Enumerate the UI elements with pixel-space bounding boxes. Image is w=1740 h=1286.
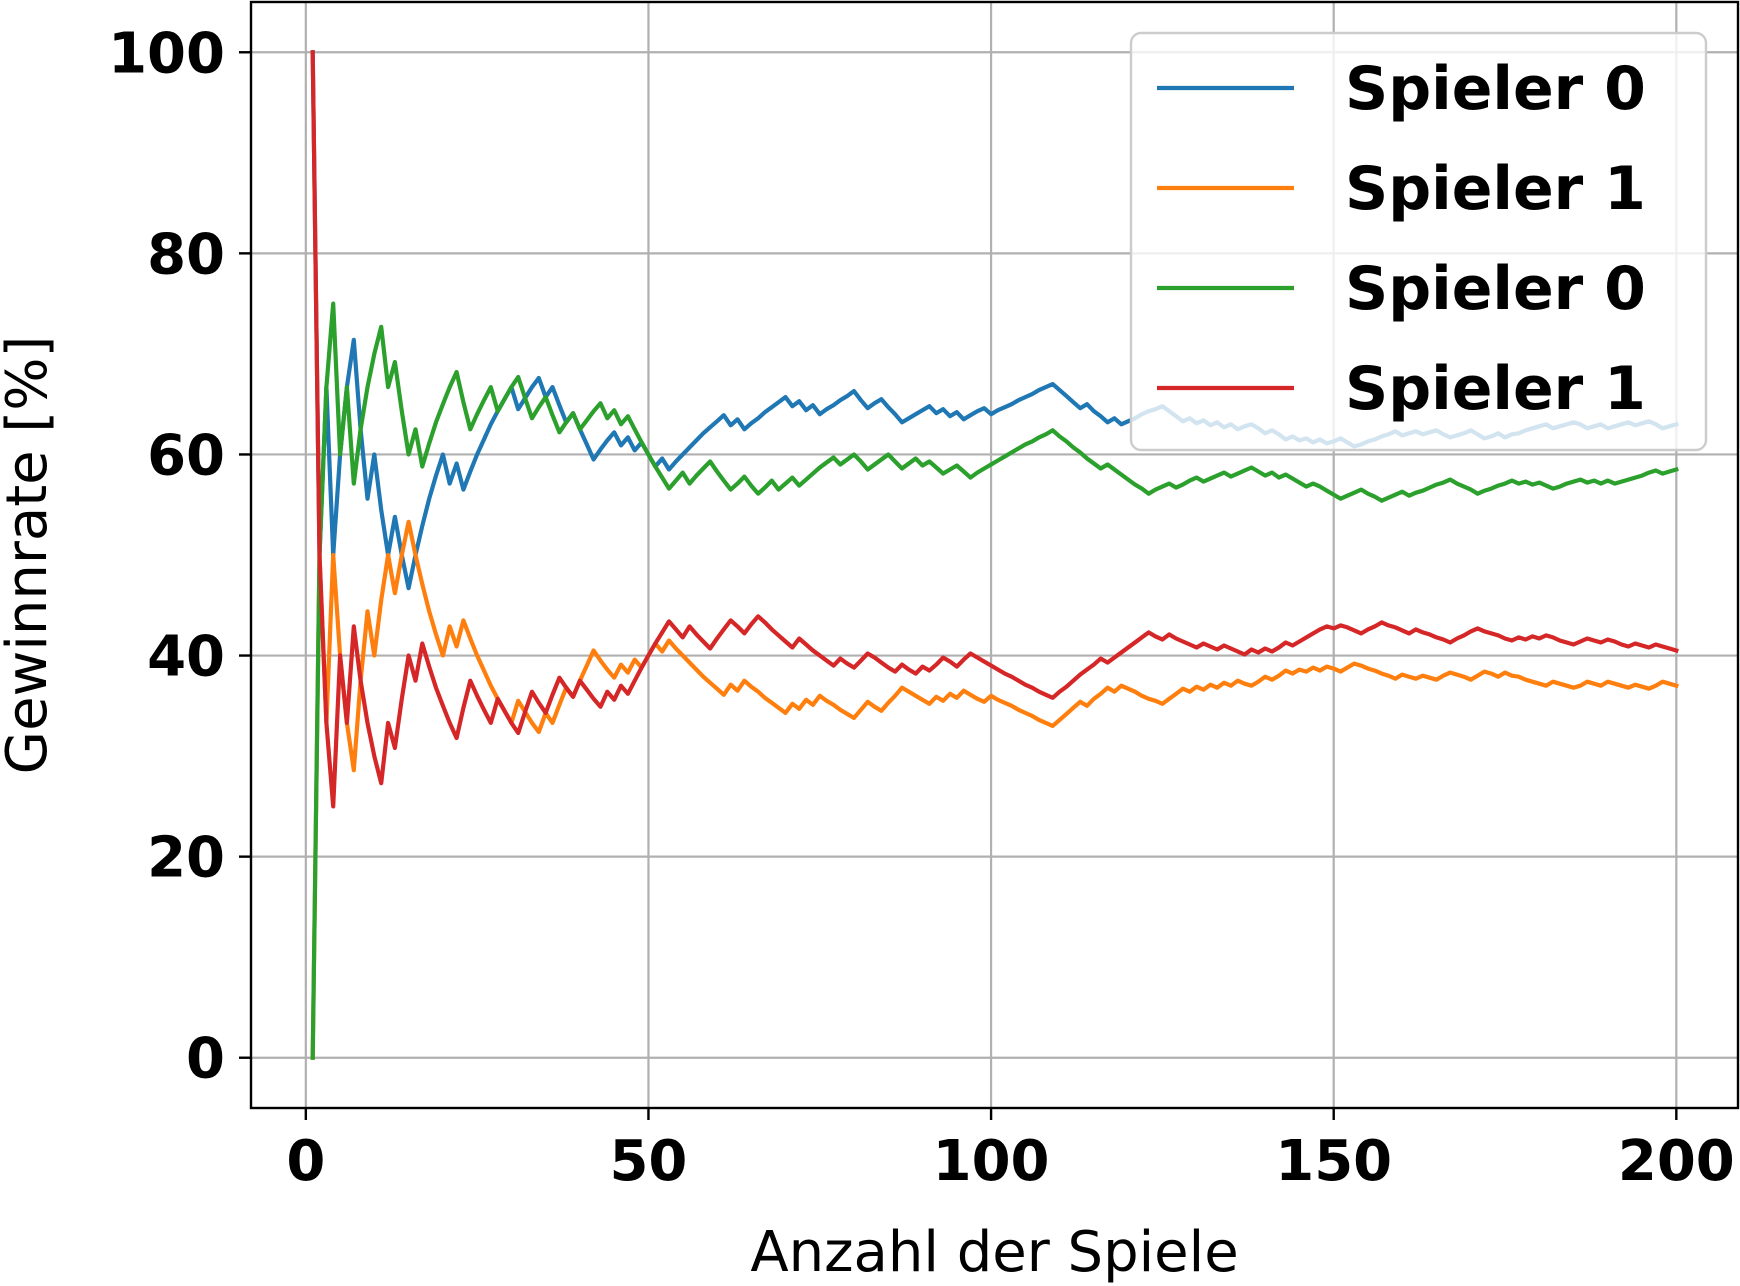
series-line-1 (310, 519, 1679, 1060)
x-axis-label: Anzahl der Spiele (750, 1220, 1238, 1285)
legend: Spieler 0 Spieler 1 Spieler 0 Spieler 1 (1129, 31, 1708, 452)
y-tick-label: 80 (147, 222, 225, 287)
series-line-2 (310, 301, 1679, 1060)
axis-ticks: 0 50 100 150 200 0 20 40 60 80 100 (108, 21, 1735, 1194)
y-tick-label: 0 (186, 1027, 225, 1092)
x-tick-label: 100 (933, 1129, 1050, 1194)
legend-label: Spieler 1 (1345, 354, 1646, 424)
x-tick-label: 50 (609, 1129, 687, 1194)
y-axis-label: Gewinnrate [%] (0, 336, 60, 775)
legend-label: Spieler 1 (1345, 154, 1646, 224)
x-tick-label: 0 (286, 1129, 325, 1194)
y-tick-label: 20 (147, 826, 225, 891)
x-tick-label: 150 (1275, 1129, 1392, 1194)
legend-box (1129, 31, 1708, 452)
plot-frame (249, 0, 1740, 1110)
series-line-3 (310, 50, 1679, 809)
y-tick-label: 60 (147, 423, 225, 488)
x-tick-label: 200 (1618, 1129, 1735, 1194)
legend-label: Spieler 0 (1345, 254, 1646, 324)
legend-label: Spieler 0 (1345, 54, 1646, 124)
y-tick-label: 40 (147, 625, 225, 690)
y-tick-label: 100 (108, 21, 225, 86)
